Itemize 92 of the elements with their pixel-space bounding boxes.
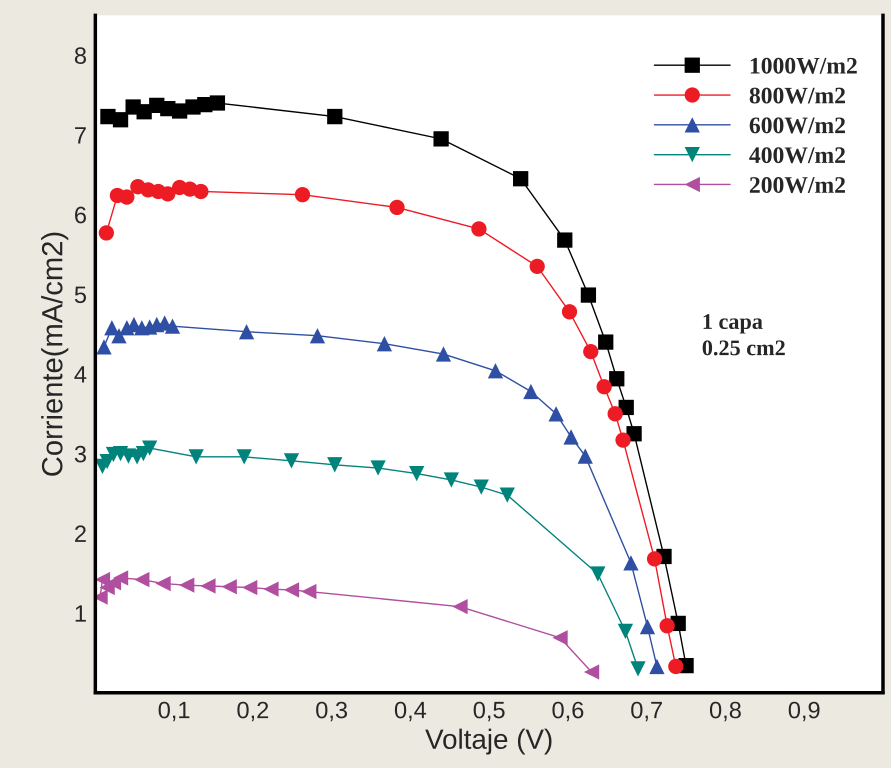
point — [578, 448, 593, 464]
point — [433, 131, 449, 147]
point — [668, 658, 684, 674]
x-tick-label: 0,3 — [316, 702, 348, 722]
point — [630, 661, 646, 676]
point — [284, 582, 300, 598]
point — [452, 599, 468, 614]
x-tick-label: 0,6 — [552, 702, 584, 722]
point — [376, 336, 392, 352]
legend-label: 800W/m2 — [750, 88, 845, 104]
y-tick-label: 6 — [75, 206, 86, 224]
point — [562, 304, 578, 320]
y-tick-label: 8 — [74, 47, 86, 64]
point — [98, 225, 114, 241]
x-tick-label: 0,8 — [710, 702, 741, 722]
point — [142, 440, 158, 456]
point — [112, 570, 128, 586]
y-tick-label: 7 — [75, 127, 86, 144]
point — [513, 171, 528, 186]
point — [623, 555, 639, 570]
legend-label: 400W/m2 — [749, 147, 845, 164]
point — [615, 432, 631, 448]
point — [193, 184, 209, 200]
annotation: 1 capa 0.25 cm2 — [702, 314, 785, 356]
point — [236, 449, 252, 464]
x-tick-label: 0,1 — [158, 702, 190, 722]
point — [660, 618, 675, 634]
x-tick-label: 0,2 — [237, 702, 268, 722]
point — [263, 582, 279, 597]
point — [210, 95, 226, 111]
point — [649, 658, 665, 674]
point — [557, 232, 572, 248]
point — [618, 624, 634, 640]
y-tick-label: 3 — [74, 446, 86, 462]
point — [119, 189, 134, 205]
point — [327, 108, 342, 124]
point — [327, 457, 342, 472]
point — [294, 187, 310, 202]
point — [530, 258, 545, 274]
point — [242, 580, 258, 596]
point — [608, 406, 623, 422]
point — [389, 200, 405, 216]
point — [548, 406, 564, 422]
point — [179, 578, 194, 593]
x-tick-label: 0,4 — [394, 702, 426, 722]
x-tick-label: 0,5 — [474, 702, 505, 722]
x-tick-label: 0,7 — [631, 702, 662, 722]
point — [284, 453, 300, 468]
point — [310, 328, 326, 344]
point — [598, 334, 614, 350]
point — [609, 371, 624, 386]
point — [301, 584, 316, 600]
point — [409, 466, 424, 482]
point — [523, 384, 539, 400]
point — [172, 103, 188, 119]
point — [646, 551, 662, 566]
point — [96, 339, 112, 355]
y-tick-label: 2 — [75, 525, 86, 542]
point — [500, 487, 515, 503]
y-tick-label: 4 — [74, 366, 86, 383]
point — [580, 287, 596, 303]
x-axis-title: Voltaje (V) — [425, 728, 552, 755]
point — [488, 363, 504, 378]
point — [444, 472, 459, 488]
legend-label: 200W/m2 — [750, 177, 845, 194]
point — [160, 186, 176, 202]
point — [596, 379, 612, 394]
y-axis-title: Corriente(mA/cm2) — [41, 232, 68, 476]
point — [164, 318, 180, 334]
y-tick-label: 5 — [74, 286, 86, 304]
legend-label: 600W/m2 — [750, 117, 845, 134]
x-tick-label: 0,9 — [788, 702, 820, 722]
point — [552, 630, 568, 646]
point — [155, 576, 171, 592]
point — [112, 112, 128, 128]
legend-label: 1000W/m2 — [750, 58, 857, 74]
point — [584, 664, 600, 680]
point — [474, 479, 489, 495]
y-tick-label: 1 — [76, 605, 86, 622]
point — [238, 324, 254, 340]
point — [222, 579, 237, 594]
point — [370, 460, 386, 476]
point — [134, 572, 150, 588]
point — [200, 578, 216, 594]
point — [111, 328, 127, 344]
point — [640, 618, 656, 634]
point — [583, 344, 598, 360]
point — [471, 221, 487, 237]
point — [436, 346, 452, 362]
point — [563, 429, 579, 445]
point — [590, 566, 606, 582]
point — [188, 449, 204, 464]
